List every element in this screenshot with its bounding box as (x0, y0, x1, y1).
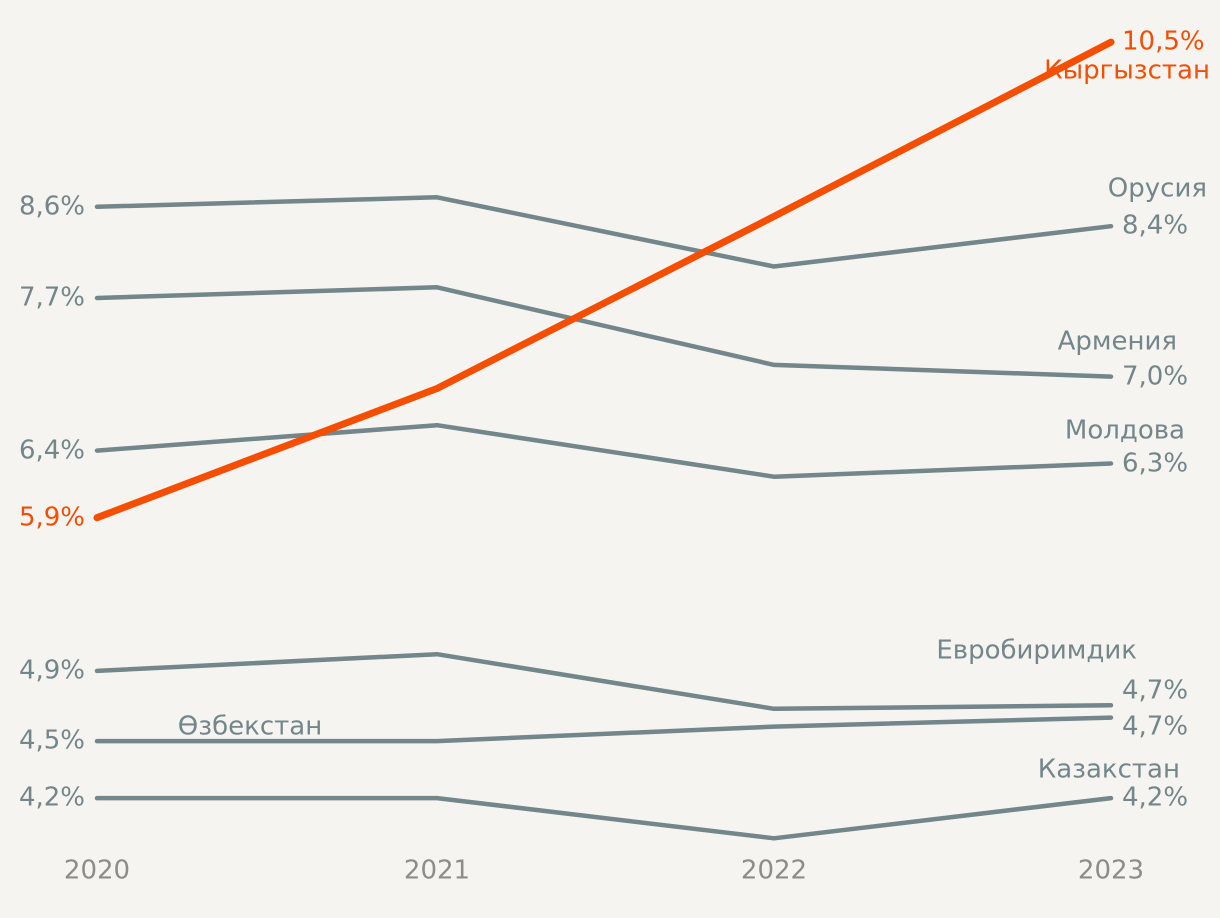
end-value-label-uzbekistan: 4,7% (1122, 711, 1189, 742)
end-value-label-russia: 8,4% (1122, 210, 1189, 241)
series-name-label-kyrgyzstan: Кыргызстан (1044, 55, 1210, 86)
end-value-label-kyrgyzstan: 10,5% (1122, 26, 1205, 57)
end-value-label-armenia: 7,0% (1122, 361, 1189, 392)
start-value-label-moldova: 6,4% (18, 435, 85, 466)
end-value-label-moldova: 6,3% (1122, 448, 1189, 479)
series-line-eu (94, 651, 1114, 712)
series-name-label-armenia: Армения (1057, 326, 1177, 357)
series-line-kyrgyzstan (93, 38, 1115, 522)
start-value-label-kazakhstan: 4,2% (18, 782, 85, 813)
series-line-armenia (94, 285, 1114, 379)
series-name-label-eu: Евробиримдик (936, 635, 1137, 666)
start-value-label-russia: 8,6% (18, 191, 85, 222)
series-name-label-moldova: Молдова (1064, 415, 1185, 446)
series-name-label-uzbekistan: Өзбекстан (177, 711, 323, 742)
end-value-label-kazakhstan: 4,2% (1122, 782, 1189, 813)
series-line-uzbekistan (94, 715, 1114, 744)
x-tick-2021: 2021 (403, 855, 471, 886)
series-line-moldova (94, 422, 1114, 479)
start-value-label-armenia: 7,7% (18, 282, 85, 313)
series-line-russia (94, 195, 1114, 269)
start-value-label-uzbekistan: 4,5% (18, 725, 85, 756)
x-tick-2022: 2022 (740, 855, 808, 886)
end-value-label-eu: 4,7% (1122, 675, 1189, 706)
start-value-label-kyrgyzstan: 5,9% (18, 502, 85, 533)
x-tick-2020: 2020 (63, 855, 131, 886)
x-tick-2023: 2023 (1077, 855, 1145, 886)
series-name-label-kazakhstan: Казакстан (1037, 754, 1180, 785)
series-line-kazakhstan (94, 795, 1114, 841)
series-name-label-russia: Орусия (1107, 173, 1207, 204)
start-value-label-eu: 4,9% (18, 655, 85, 686)
